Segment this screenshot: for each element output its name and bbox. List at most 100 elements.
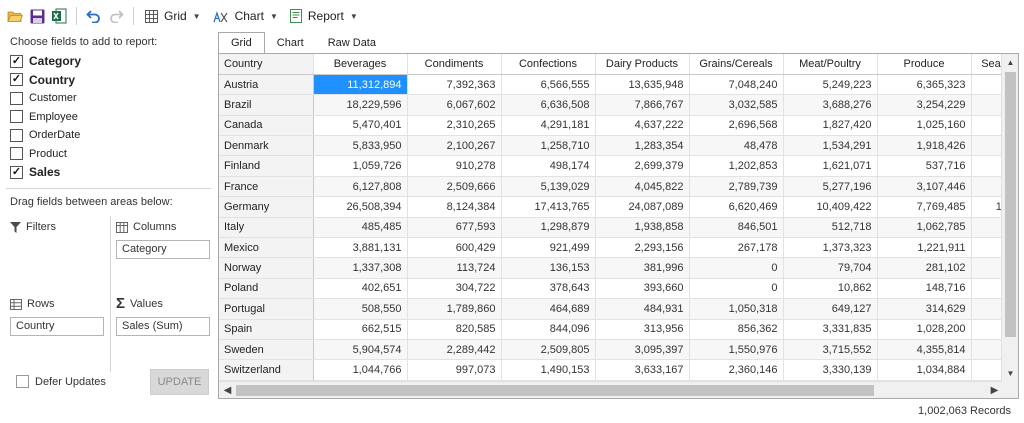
field-item-country[interactable]: ✓ Country <box>10 71 210 90</box>
table-cell[interactable]: 856,362 <box>689 319 784 340</box>
table-cell[interactable]: 846,501 <box>689 217 784 239</box>
table-cell[interactable]: 2,310,265 <box>407 115 502 137</box>
table-cell[interactable]: 1,373,323 <box>783 237 878 259</box>
field-checkbox[interactable]: ✓ <box>10 73 23 87</box>
table-cell[interactable]: 0 <box>689 278 784 300</box>
table-cell[interactable]: 662,515 <box>313 319 408 340</box>
values-area[interactable]: Σ Values Sales (Sum) <box>116 296 210 336</box>
table-cell[interactable]: 921,499 <box>501 237 596 259</box>
table-cell[interactable]: 498,174 <box>501 155 596 177</box>
table-cell[interactable]: 1,283,354 <box>595 135 690 157</box>
table-cell[interactable]: 1,034,884 <box>877 359 972 381</box>
table-cell[interactable]: 3,107,446 <box>877 176 972 198</box>
table-cell[interactable]: 3,688,276 <box>783 94 878 116</box>
column-header[interactable]: Produce <box>877 54 972 75</box>
table-cell[interactable]: 2,789,739 <box>689 176 784 198</box>
scroll-up-icon[interactable]: ▲ <box>1006 57 1015 67</box>
column-header[interactable]: Dairy Products <box>595 54 690 75</box>
table-cell[interactable]: 649,127 <box>783 298 878 320</box>
field-checkbox[interactable]: ✓ <box>10 54 23 68</box>
table-cell[interactable]: 677,593 <box>407 217 502 239</box>
field-item-product[interactable]: Product <box>10 145 210 164</box>
table-cell[interactable]: 1,938,858 <box>595 217 690 239</box>
row-header[interactable]: Switzerland <box>219 359 314 381</box>
table-cell[interactable]: 267,178 <box>689 237 784 259</box>
table-cell[interactable]: 1,918,426 <box>877 135 972 157</box>
table-cell[interactable]: 4,637,222 <box>595 115 690 137</box>
columns-field-chip[interactable]: Category <box>116 240 210 259</box>
table-cell[interactable]: 314,629 <box>877 298 972 320</box>
field-item-employee[interactable]: Employee <box>10 108 210 127</box>
table-cell[interactable]: 136,153 <box>501 257 596 279</box>
field-item-orderdate[interactable]: OrderDate <box>10 126 210 145</box>
table-cell[interactable]: 1,534,291 <box>783 135 878 157</box>
selected-cell[interactable]: 11,312,894 <box>313 74 408 96</box>
tab-chart[interactable]: Chart <box>276 36 304 49</box>
table-cell[interactable]: 3,331,835 <box>783 319 878 340</box>
table-cell[interactable]: 485,485 <box>313 217 408 239</box>
table-cell[interactable]: 5,139,029 <box>501 176 596 198</box>
table-cell[interactable]: 1,028,200 <box>877 319 972 340</box>
table-cell[interactable]: 4,045,822 <box>595 176 690 198</box>
field-checkbox[interactable] <box>10 110 23 124</box>
table-cell[interactable]: 1,621,071 <box>783 155 878 177</box>
table-cell[interactable]: 393,660 <box>595 278 690 300</box>
table-cell[interactable]: 148,716 <box>877 278 972 300</box>
tab-raw-data[interactable]: Raw Data <box>327 36 376 49</box>
save-icon[interactable] <box>28 7 46 25</box>
tab-grid[interactable]: Grid <box>218 32 265 53</box>
table-cell[interactable]: 5,470,401 <box>313 115 408 137</box>
table-cell[interactable]: 1,025,160 <box>877 115 972 137</box>
table-cell[interactable]: 844,096 <box>501 319 596 340</box>
table-cell[interactable]: 6,636,508 <box>501 94 596 116</box>
row-header[interactable]: Sweden <box>219 339 314 361</box>
table-cell[interactable]: 26,508,394 <box>313 196 408 218</box>
table-cell[interactable]: 1,490,153 <box>501 359 596 381</box>
table-cell[interactable]: 2,509,666 <box>407 176 502 198</box>
table-cell[interactable]: 910,278 <box>407 155 502 177</box>
table-cell[interactable]: 5,277,196 <box>783 176 878 198</box>
values-field-chip[interactable]: Sales (Sum) <box>116 317 210 336</box>
field-checkbox[interactable]: ✓ <box>10 165 23 179</box>
row-header[interactable]: Austria <box>219 74 314 96</box>
table-cell[interactable]: 6,067,602 <box>407 94 502 116</box>
table-cell[interactable]: 1,221,911 <box>877 237 972 259</box>
table-cell[interactable]: 1,062,785 <box>877 217 972 239</box>
table-cell[interactable]: 5,833,950 <box>313 135 408 157</box>
report-menu[interactable]: Report ▼ <box>287 5 361 27</box>
table-cell[interactable]: 281,102 <box>877 257 972 279</box>
table-cell[interactable]: 1,827,420 <box>783 115 878 137</box>
column-header[interactable]: Grains/Cereals <box>689 54 784 75</box>
table-cell[interactable]: 1,050,318 <box>689 298 784 320</box>
scroll-down-icon[interactable]: ▼ <box>1006 368 1015 378</box>
table-cell[interactable]: 381,996 <box>595 257 690 279</box>
row-header[interactable]: Germany <box>219 196 314 218</box>
row-header[interactable]: Spain <box>219 319 314 340</box>
table-cell[interactable]: 3,715,552 <box>783 339 878 361</box>
horizontal-scroll-thumb[interactable] <box>236 385 874 396</box>
table-cell[interactable]: 18,229,596 <box>313 94 408 116</box>
table-cell[interactable]: 5,904,574 <box>313 339 408 361</box>
table-cell[interactable]: 17,413,765 <box>501 196 596 218</box>
table-cell[interactable]: 508,550 <box>313 298 408 320</box>
table-cell[interactable]: 2,100,267 <box>407 135 502 157</box>
table-cell[interactable]: 6,365,323 <box>877 74 972 96</box>
column-header[interactable]: Meat/Poultry <box>783 54 878 75</box>
redo-icon[interactable] <box>107 7 125 25</box>
row-header[interactable]: Poland <box>219 278 314 300</box>
defer-updates[interactable]: Defer Updates <box>16 375 106 388</box>
table-cell[interactable]: 4,355,814 <box>877 339 972 361</box>
excel-icon[interactable] <box>50 7 68 25</box>
table-cell[interactable]: 7,866,767 <box>595 94 690 116</box>
scroll-left-icon[interactable]: ◀ <box>223 384 232 396</box>
table-cell[interactable]: 3,881,131 <box>313 237 408 259</box>
filters-area[interactable]: Filters <box>10 219 106 235</box>
field-checkbox[interactable] <box>10 147 23 161</box>
vertical-scroll-thumb[interactable] <box>1005 72 1016 337</box>
row-header[interactable]: Mexico <box>219 237 314 259</box>
table-cell[interactable]: 1,298,879 <box>501 217 596 239</box>
table-cell[interactable]: 7,048,240 <box>689 74 784 96</box>
field-item-sales[interactable]: ✓ Sales <box>10 163 210 182</box>
table-cell[interactable]: 402,651 <box>313 278 408 300</box>
row-header[interactable]: Italy <box>219 217 314 239</box>
